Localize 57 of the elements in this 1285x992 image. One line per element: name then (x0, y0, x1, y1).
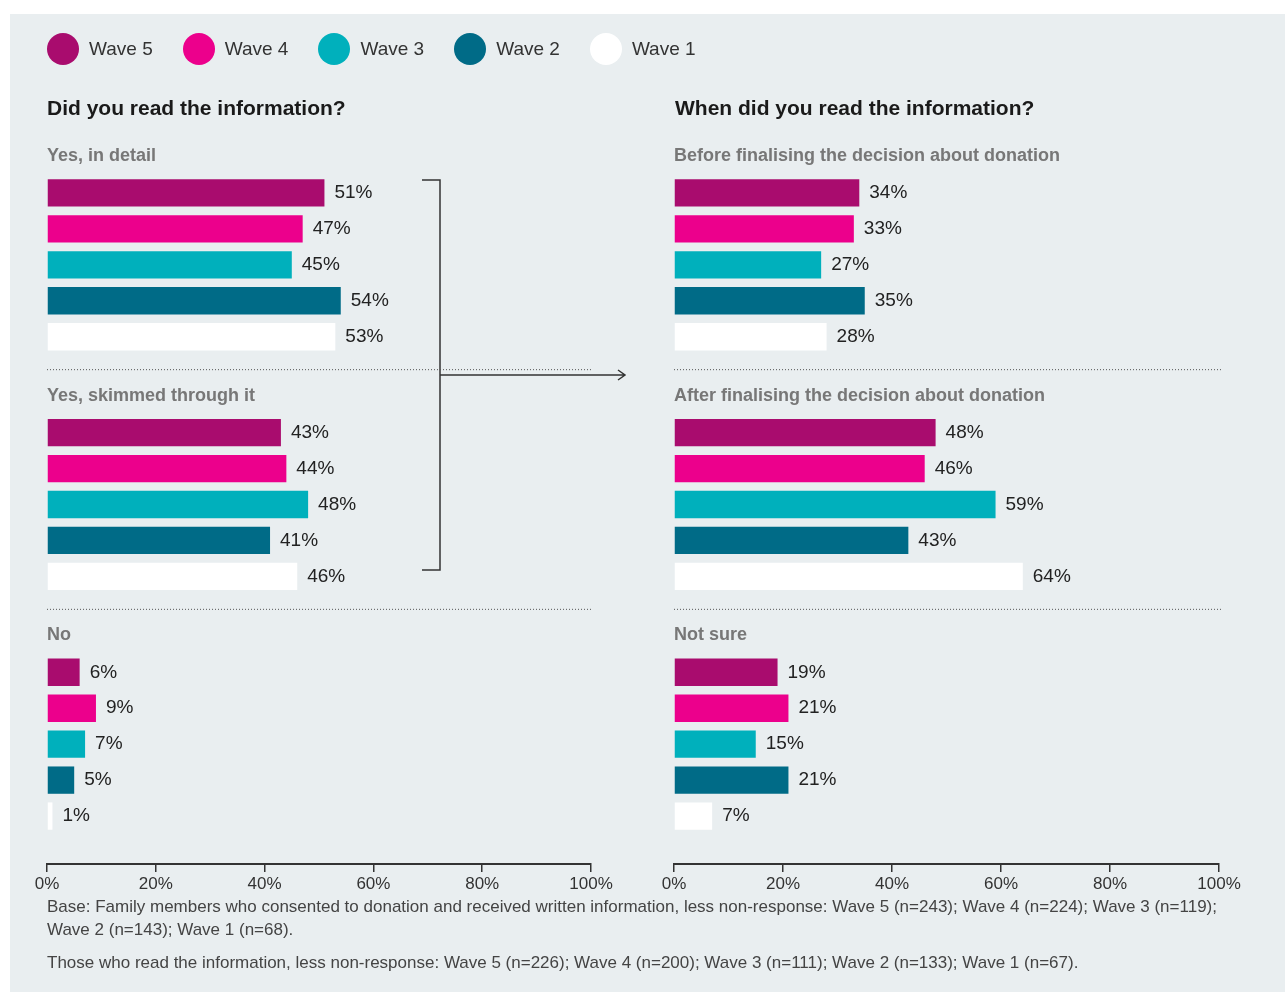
data-label: 59% (1005, 492, 1044, 514)
data-label: 19% (787, 660, 826, 682)
chart-title: Did you read the information? (47, 96, 346, 120)
data-label: 46% (934, 456, 973, 478)
y-tick-label: Yes, in detail (47, 144, 157, 165)
data-label: 43% (290, 420, 330, 442)
y-tick-label: After finalising the decision about donation (674, 384, 1046, 405)
x-tick-label: 100% (569, 874, 613, 894)
data-label: 41% (280, 528, 319, 550)
legend-label: Wave 4 (224, 38, 289, 60)
x-tick-label: 40% (874, 874, 910, 894)
legend-label: Wave 5 (89, 38, 153, 60)
chart-title: When did you read the information? (675, 96, 1035, 120)
data-label: 28% (836, 324, 875, 346)
y-tick-label: Not sure (674, 624, 748, 645)
data-label: 64% (1032, 564, 1071, 586)
x-tick-label: 0% (34, 874, 60, 894)
data-label: 46% (307, 564, 346, 586)
data-label: 35% (874, 289, 913, 311)
x-tick-label: 60% (356, 874, 391, 894)
y-tick-label: Yes, skimmed through it (47, 384, 256, 405)
legend-label: Wave 1 (631, 38, 696, 60)
x-tick-label: 0% (661, 874, 687, 894)
data-label: 34% (869, 181, 908, 203)
x-tick-label: 20% (765, 874, 801, 894)
data-label: 48% (318, 492, 357, 514)
data-label: 7% (722, 804, 750, 826)
data-label: 33% (863, 217, 902, 239)
data-label: 27% (831, 253, 870, 275)
legend-label: Wave 3 (360, 38, 425, 60)
data-label: 6% (89, 660, 118, 682)
y-tick-label: Before finalising the decision about donation (674, 144, 1061, 165)
x-tick-label: 20% (138, 874, 173, 894)
data-label: 48% (945, 420, 984, 442)
x-tick-label: 80% (1092, 874, 1128, 894)
x-tick-label: 80% (465, 874, 500, 894)
data-label: 45% (301, 253, 340, 275)
legend-label: Wave 2 (496, 38, 560, 60)
data-label: 51% (334, 181, 373, 203)
x-tick-label: 100% (1197, 874, 1241, 894)
data-label: 43% (918, 528, 957, 550)
data-label: 1% (62, 804, 91, 826)
data-label: 7% (95, 732, 123, 754)
text: Base: Family members who consented to donation and received written information, less non-response: Wave 5 (n=243); Wave 4 (n=224); Wave 3 (n=119); Wave 2 (n=143); Wave 1 (n=68). (47, 896, 1218, 941)
x-tick-label: 60% (983, 874, 1019, 894)
data-label: 5% (84, 768, 112, 790)
data-label: 9% (105, 696, 134, 718)
data-label: 44% (296, 456, 335, 478)
data-label: 15% (765, 732, 804, 754)
data-label: 53% (345, 324, 384, 346)
data-label: 21% (798, 768, 837, 790)
text: Those who read the information, less non-response: Wave 5 (n=226); Wave 4 (n=200); Wave 3 (n=111); Wave 2 (n=133); Wave 1 (n=67). (47, 952, 1080, 974)
y-tick-label: No (47, 624, 71, 645)
data-label: 47% (312, 217, 351, 239)
data-label: 21% (798, 696, 837, 718)
x-tick-label: 40% (247, 874, 282, 894)
data-label: 54% (350, 289, 389, 311)
